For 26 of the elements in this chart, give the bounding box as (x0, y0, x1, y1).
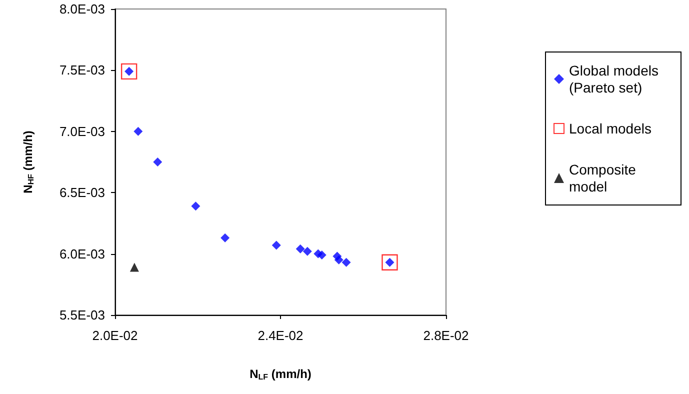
point (130, 262, 139, 272)
y-tick-label: 7.5E-03 (59, 62, 105, 78)
point (296, 244, 305, 254)
point (342, 258, 351, 267)
x-tick-label: 2.0E-02 (92, 328, 138, 343)
y-tick-label: 6.5E-03 (59, 185, 105, 200)
point (191, 202, 200, 211)
point (317, 250, 326, 260)
legend-label: Global models (Pareto set) (569, 62, 662, 96)
point (134, 126, 143, 136)
y-axis-title: NHF (mm/h) (21, 130, 36, 194)
point (334, 255, 344, 264)
legend-label: Local models (569, 120, 652, 136)
legend-label: Composite model (569, 162, 640, 194)
y-tick-label: 7.0E-03 (59, 124, 105, 139)
y-tick-label: 8.0E-03 (59, 2, 105, 16)
y-tick-label: 6.0E-03 (59, 246, 105, 262)
x-tick-label: 2.4E-02 (258, 328, 304, 343)
point (220, 233, 230, 242)
point (120, 63, 138, 80)
point (272, 240, 281, 250)
point (382, 254, 398, 270)
x-tick-label: 2.8E-02 (423, 328, 469, 343)
point (302, 246, 312, 256)
point (153, 158, 162, 166)
y-tick-label: 5.5E-03 (59, 308, 105, 322)
